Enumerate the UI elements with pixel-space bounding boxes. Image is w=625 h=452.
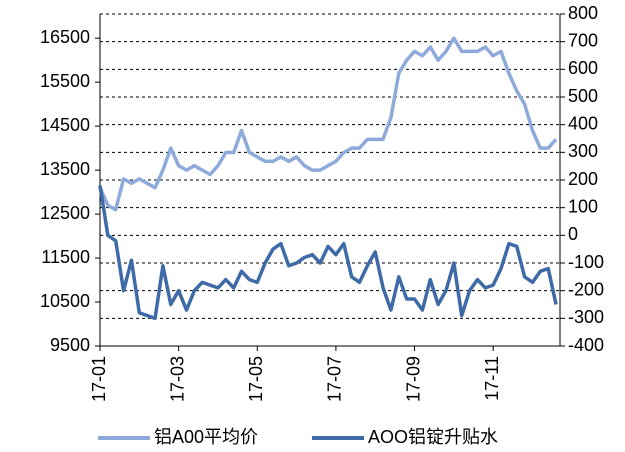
y-tick-label: 13500 <box>40 159 90 179</box>
y2-tick-label: 200 <box>568 169 598 189</box>
y2-tick-label: -400 <box>568 335 604 355</box>
y-tick-label: 9500 <box>50 335 90 355</box>
y2-tick-label: 0 <box>568 224 578 244</box>
y-tick-label: 12500 <box>40 203 90 223</box>
y2-tick-label: -300 <box>568 307 604 327</box>
x-tick-label: 17-01 <box>89 356 109 402</box>
legend-label: AOO铝锭升贴水 <box>368 427 498 447</box>
y2-tick-label: 600 <box>568 58 598 78</box>
y2-tick-label: 400 <box>568 113 598 133</box>
y2-tick-label: 800 <box>568 3 598 23</box>
legend-label: 铝A00平均价 <box>154 427 258 447</box>
y-tick-label: 10500 <box>40 291 90 311</box>
y-tick-label: 15500 <box>40 71 90 91</box>
x-tick-label: 17-09 <box>403 356 423 402</box>
y2-tick-label: 100 <box>568 196 598 216</box>
y-tick-label: 16500 <box>40 27 90 47</box>
x-tick-label: 17-11 <box>482 356 502 401</box>
y2-tick-label: -100 <box>568 252 604 272</box>
y2-tick-label: 500 <box>568 86 598 106</box>
y2-tick-label: 300 <box>568 141 598 161</box>
y2-tick-label: -200 <box>568 279 604 299</box>
x-tick-label: 17-05 <box>246 356 266 402</box>
y-tick-label: 11500 <box>41 247 90 267</box>
series-line <box>98 185 558 321</box>
series-line <box>98 36 558 212</box>
y2-tick-label: 700 <box>568 30 598 50</box>
x-tick-label: 17-03 <box>167 356 187 402</box>
y-tick-label: 14500 <box>40 115 90 135</box>
x-tick-label: 17-07 <box>325 356 345 402</box>
